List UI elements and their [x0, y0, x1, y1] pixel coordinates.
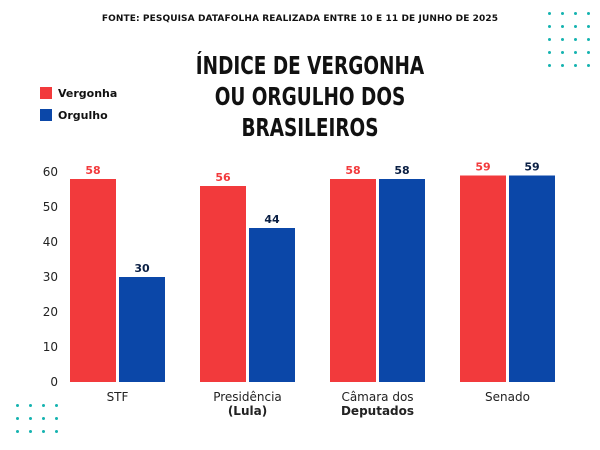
category-label: Presidência: [213, 390, 282, 404]
bar-vergonha-1: [200, 186, 246, 382]
legend-item-orgulho: Orgulho: [40, 104, 117, 126]
y-tick-label: 50: [43, 200, 58, 214]
decorative-dot: [574, 25, 577, 28]
decorative-dot: [548, 64, 551, 67]
decorative-dot: [548, 38, 551, 41]
decorative-dot: [29, 404, 32, 407]
decorative-dot: [29, 417, 32, 420]
chart-title-line-2: OU ORGULHO DOS: [214, 82, 406, 111]
decorative-dot: [55, 430, 58, 433]
value-label-orgulho: 59: [524, 161, 539, 174]
bar-orgulho-2: [379, 179, 425, 382]
decorative-dot: [29, 430, 32, 433]
category-label-line-2: Deputados: [341, 404, 414, 418]
category-label: STF: [107, 390, 129, 404]
legend-swatch-vergonha: [40, 87, 52, 99]
bar-vergonha-2: [330, 179, 376, 382]
decorative-dot: [574, 38, 577, 41]
decorative-dot: [587, 38, 590, 41]
category-label: Câmara dos: [341, 390, 413, 404]
decorative-dot: [16, 417, 19, 420]
decorative-dot: [561, 38, 564, 41]
decorative-dot: [561, 25, 564, 28]
legend-label-vergonha: Vergonha: [58, 86, 118, 100]
value-label-orgulho: 44: [264, 213, 280, 226]
value-label-vergonha: 58: [345, 164, 360, 177]
y-tick-label: 0: [50, 375, 58, 389]
legend: Vergonha Orgulho: [40, 82, 117, 126]
bar-vergonha-3: [460, 175, 506, 382]
chart-title: ÍNDICE DE VERGONHA OU ORGULHO DOS BRASIL…: [179, 50, 441, 143]
category-label-line-2: (Lula): [228, 404, 267, 418]
y-tick-label: 20: [43, 305, 58, 319]
y-tick-label: 30: [43, 270, 58, 284]
value-label-orgulho: 30: [134, 262, 150, 275]
bar-orgulho-0: [119, 277, 165, 382]
decorative-dot: [561, 64, 564, 67]
value-label-vergonha: 56: [215, 171, 231, 184]
decorative-dot: [42, 417, 45, 420]
bar-orgulho-1: [249, 228, 295, 382]
decorative-dot: [587, 51, 590, 54]
decorative-dot: [587, 64, 590, 67]
decorative-dot: [548, 51, 551, 54]
chart-title-line-1: ÍNDICE DE VERGONHA: [195, 51, 425, 80]
chart-title-line-3: BRASILEIROS: [241, 113, 379, 142]
decorative-dot: [561, 51, 564, 54]
decorative-dot: [548, 12, 551, 15]
decorative-dot: [42, 404, 45, 407]
legend-label-orgulho: Orgulho: [58, 108, 108, 122]
decorative-dot: [55, 417, 58, 420]
category-label: Senado: [485, 390, 530, 404]
decorative-dot: [561, 12, 564, 15]
source-note: FONTE: PESQUISA DATAFOLHA REALIZADA ENTR…: [101, 14, 499, 24]
decorative-dot: [587, 12, 590, 15]
decorative-dot: [587, 25, 590, 28]
value-label-vergonha: 59: [475, 161, 490, 174]
decorative-dot: [42, 430, 45, 433]
decorative-dot: [16, 430, 19, 433]
value-label-orgulho: 58: [394, 164, 409, 177]
legend-item-vergonha: Vergonha: [40, 82, 117, 104]
decorative-dot: [55, 404, 58, 407]
y-tick-label: 40: [43, 235, 58, 249]
legend-swatch-orgulho: [40, 109, 52, 121]
decorative-dot: [16, 404, 19, 407]
decorative-dot: [548, 25, 551, 28]
y-tick-label: 10: [43, 340, 58, 354]
y-tick-label: 60: [43, 165, 58, 179]
decorative-dot: [574, 12, 577, 15]
decorative-dot: [574, 51, 577, 54]
decorative-dot: [574, 64, 577, 67]
bar-orgulho-3: [509, 175, 555, 382]
bar-vergonha-0: [70, 179, 116, 382]
value-label-vergonha: 58: [85, 164, 100, 177]
